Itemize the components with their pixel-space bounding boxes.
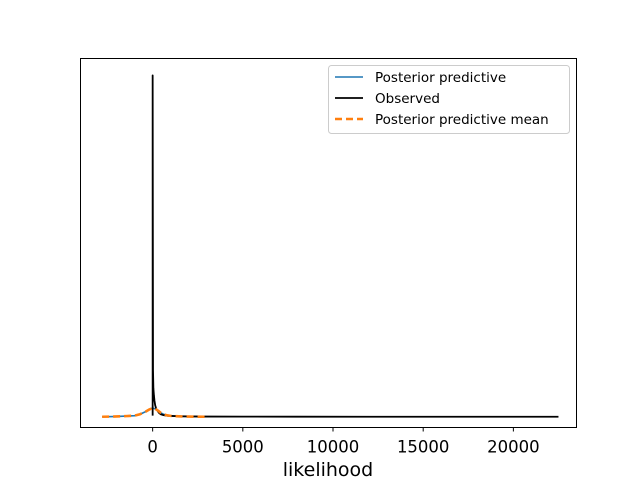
series-line-posterior-predictive-mean (102, 406, 207, 419)
x-tick-label: 20000 (487, 438, 540, 457)
x-tick-label: 0 (147, 438, 158, 457)
series-line-observed (151, 74, 559, 418)
x-tick-label: 15000 (397, 438, 450, 457)
axes-frame (80, 58, 577, 428)
legend-label-posterior-predictive-mean: Posterior predictive mean (375, 112, 549, 128)
legend: Posterior predictive Observed Posterior … (328, 65, 570, 134)
series-layer (102, 74, 559, 419)
x-axis-label: likelihood (283, 459, 373, 480)
x-tick-label: 5000 (222, 438, 264, 457)
x-axis: 0 5000 10000 15000 20000 (147, 427, 540, 457)
legend-label-observed: Observed (375, 91, 440, 107)
x-tick-label: 10000 (307, 438, 360, 457)
legend-box (328, 65, 570, 134)
legend-label-posterior-predictive: Posterior predictive (375, 70, 506, 86)
